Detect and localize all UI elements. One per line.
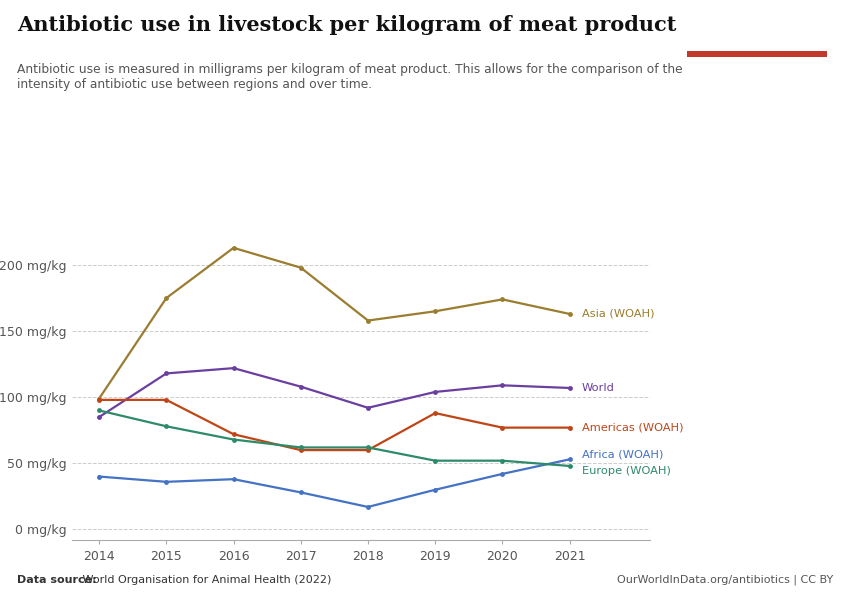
Text: World Organisation for Animal Health (2022): World Organisation for Animal Health (20… bbox=[79, 575, 332, 585]
Text: World: World bbox=[581, 383, 615, 393]
Text: Our World: Our World bbox=[728, 17, 787, 28]
Text: Antibiotic use is measured in milligrams per kilogram of meat product. This allo: Antibiotic use is measured in milligrams… bbox=[17, 63, 683, 91]
Text: Data source:: Data source: bbox=[17, 575, 97, 585]
Text: Asia (WOAH): Asia (WOAH) bbox=[581, 309, 654, 319]
Text: Africa (WOAH): Africa (WOAH) bbox=[581, 449, 663, 459]
Text: Europe (WOAH): Europe (WOAH) bbox=[581, 466, 671, 476]
Text: Antibiotic use in livestock per kilogram of meat product: Antibiotic use in livestock per kilogram… bbox=[17, 15, 677, 35]
Bar bbox=[687, 50, 827, 57]
Text: in Data: in Data bbox=[736, 34, 779, 43]
Text: Americas (WOAH): Americas (WOAH) bbox=[581, 422, 683, 433]
Text: OurWorldInData.org/antibiotics | CC BY: OurWorldInData.org/antibiotics | CC BY bbox=[617, 575, 833, 585]
